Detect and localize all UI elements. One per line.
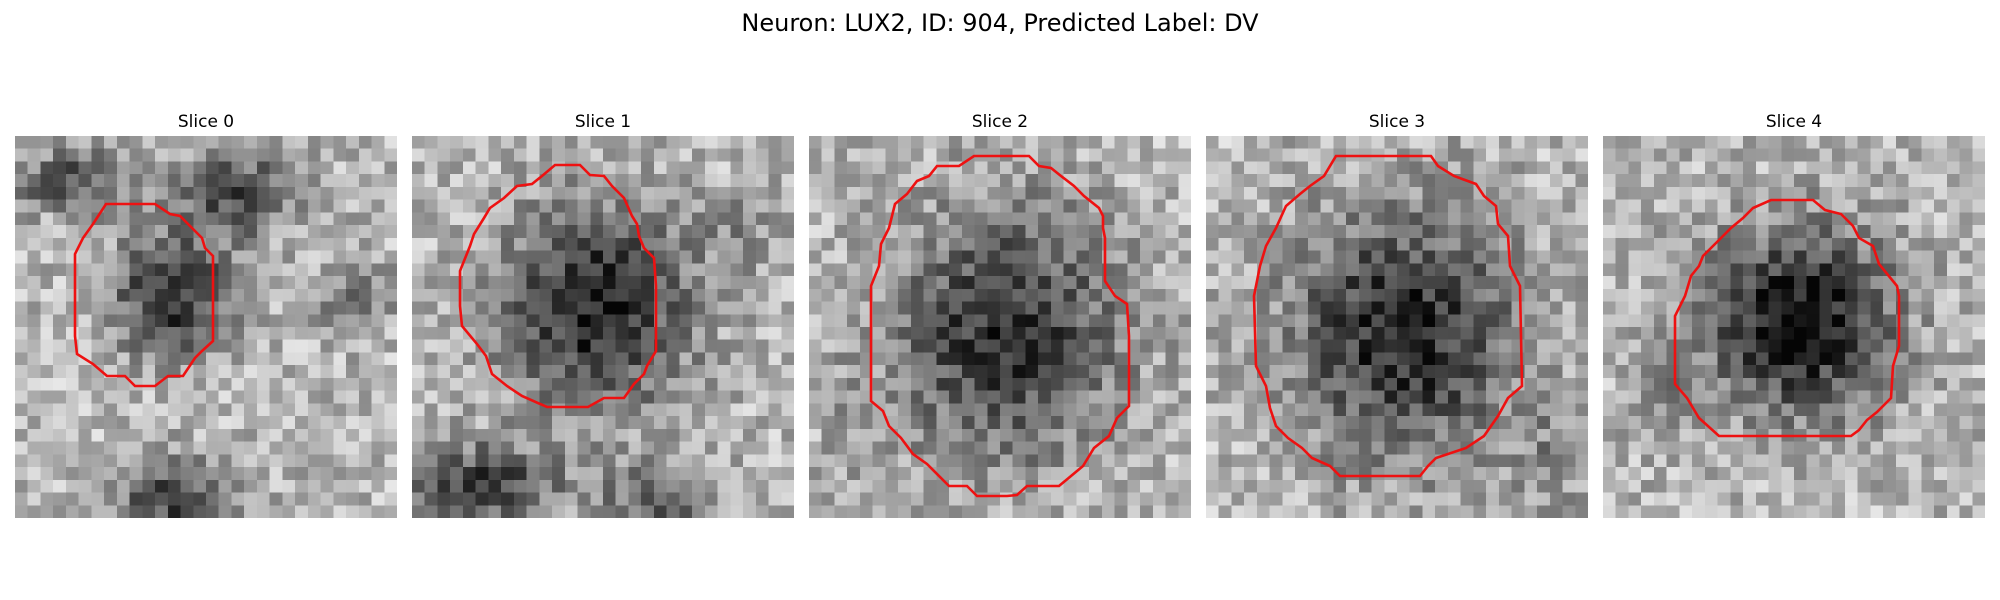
slice-title: Slice 0 (177, 112, 235, 132)
grayscale-image (15, 136, 397, 518)
neuron-contour (869, 154, 1131, 498)
neuron-contour (1673, 198, 1901, 438)
slice-panel-0: Slice 0 (15, 112, 397, 518)
neuron-contour (458, 163, 658, 409)
grayscale-image (1206, 136, 1588, 518)
slice-title: Slice 4 (1765, 112, 1823, 132)
slice-panel-1: Slice 1 (412, 112, 794, 518)
neuron-contour (1252, 154, 1524, 478)
contour-overlay (1673, 198, 1901, 438)
neuron-contour (73, 202, 215, 388)
figure-title: Neuron: LUX2, ID: 904, Predicted Label: … (741, 9, 1259, 37)
contour-overlay (869, 154, 1131, 498)
slice-title: Slice 3 (1368, 112, 1426, 132)
slice-title: Slice 2 (971, 112, 1029, 132)
slice-title: Slice 1 (574, 112, 632, 132)
slice-panel-2: Slice 2 (809, 112, 1191, 518)
contour-overlay (73, 202, 215, 388)
contour-overlay (1252, 154, 1524, 478)
slice-panel-4: Slice 4 (1603, 112, 1985, 518)
grayscale-image (412, 136, 794, 518)
contour-overlay (458, 163, 658, 409)
slice-panel-3: Slice 3 (1206, 112, 1588, 518)
